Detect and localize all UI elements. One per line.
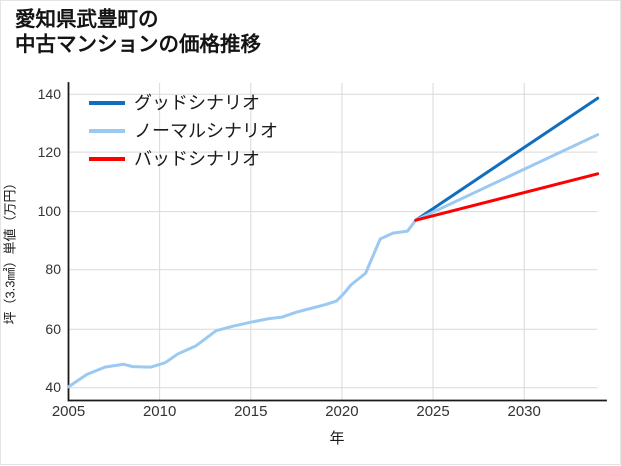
svg-text:2005: 2005 xyxy=(52,403,85,420)
svg-text:100: 100 xyxy=(38,203,62,219)
svg-text:2010: 2010 xyxy=(143,403,176,420)
svg-text:2015: 2015 xyxy=(234,403,267,420)
svg-text:ノーマルシナリオ: ノーマルシナリオ xyxy=(134,121,278,141)
svg-text:60: 60 xyxy=(45,321,61,337)
svg-text:バッドシナリオ: バッドシナリオ xyxy=(134,149,260,169)
svg-text:グッドシナリオ: グッドシナリオ xyxy=(134,93,260,113)
svg-text:140: 140 xyxy=(38,86,62,102)
svg-text:2025: 2025 xyxy=(416,403,449,420)
svg-text:2020: 2020 xyxy=(325,403,358,420)
svg-text:2030: 2030 xyxy=(508,403,541,420)
svg-text:年: 年 xyxy=(329,430,344,447)
svg-text:40: 40 xyxy=(45,379,61,395)
svg-text:120: 120 xyxy=(38,144,62,160)
svg-text:80: 80 xyxy=(45,261,61,277)
